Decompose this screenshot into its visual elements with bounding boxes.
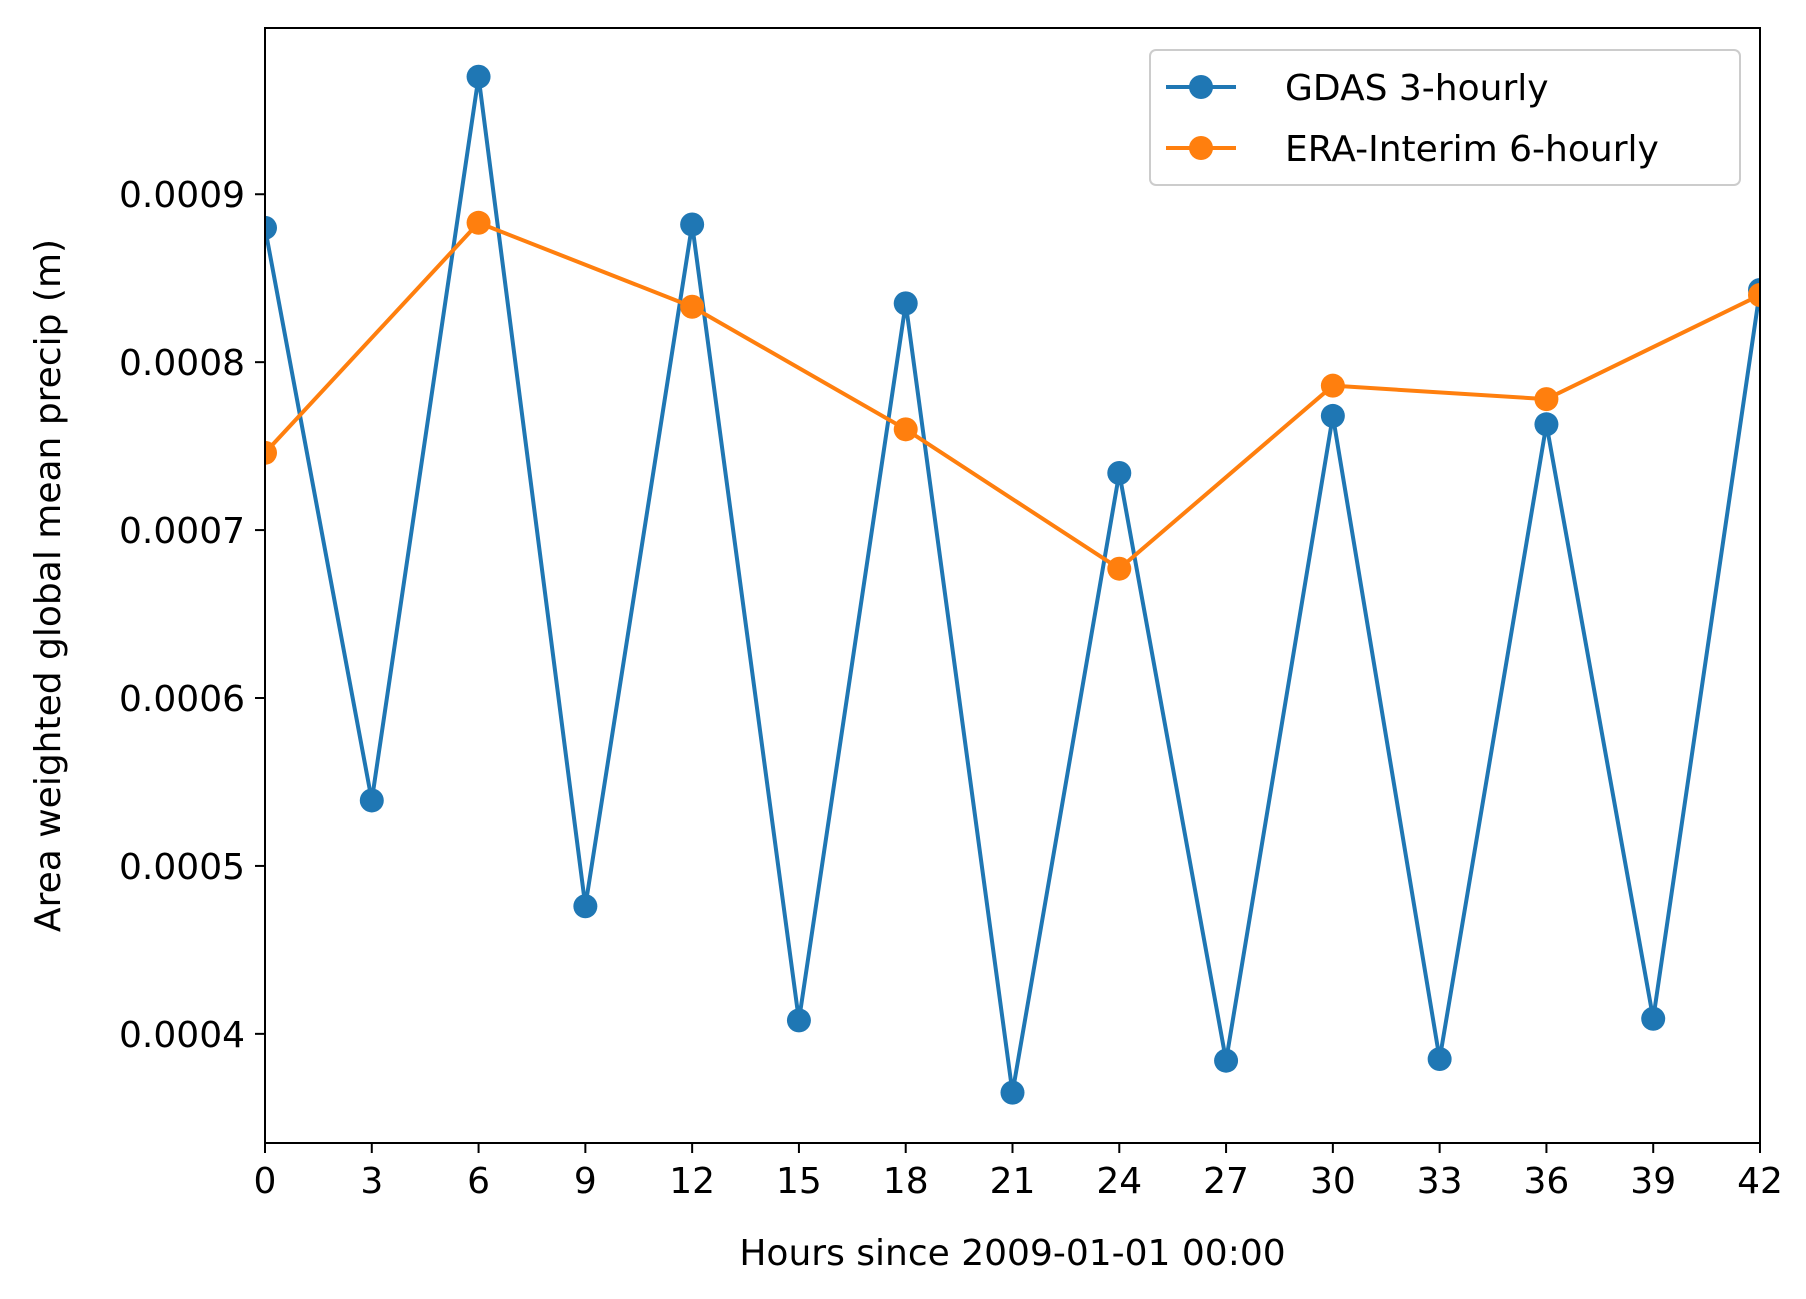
x-tick-label: 12 <box>669 1161 715 1202</box>
y-tick-label: 0.0009 <box>119 175 245 216</box>
legend-swatch-marker <box>1189 75 1213 99</box>
data-point <box>786 1008 811 1033</box>
x-tick-label: 21 <box>990 1161 1036 1202</box>
data-point <box>1320 373 1345 398</box>
legend-box <box>1149 49 1741 186</box>
legend-label-era-interim: ERA-Interim 6-hourly <box>1285 129 1659 170</box>
x-tick-label: 3 <box>360 1161 383 1202</box>
series-layer <box>265 64 1760 1105</box>
legend: GDAS 3-hourly ERA-Interim 6-hourly <box>1149 49 1741 186</box>
x-tick-label: 9 <box>574 1161 597 1202</box>
x-tick-label: 39 <box>1630 1161 1676 1202</box>
series-line <box>265 220 1760 571</box>
x-tick-label: 0 <box>254 1161 277 1202</box>
data-point <box>1000 1080 1025 1105</box>
x-tick-label: 33 <box>1417 1161 1463 1202</box>
y-tick-label: 0.0007 <box>119 511 245 552</box>
legend-entry-gdas: GDAS 3-hourly <box>1166 68 1549 109</box>
y-tick-label: 0.0008 <box>119 343 245 384</box>
data-point <box>1107 556 1132 581</box>
y-tick-label: 0.0004 <box>119 1015 245 1056</box>
data-point <box>466 210 491 235</box>
data-point <box>1427 1047 1452 1072</box>
data-point <box>573 894 598 919</box>
plot-area-frame <box>264 27 1761 1144</box>
data-point <box>1107 460 1132 485</box>
x-axis-ticks: 0 3 6 9 12 15 18 21 24 27 30 33 36 39 42 <box>254 1143 1783 1202</box>
data-point <box>1534 412 1559 437</box>
x-tick-label: 36 <box>1524 1161 1570 1202</box>
data-point <box>1320 403 1345 428</box>
data-point <box>1641 1006 1666 1031</box>
x-tick-label: 30 <box>1310 1161 1356 1202</box>
legend-entry-era-interim: ERA-Interim 6-hourly <box>1166 129 1659 170</box>
x-tick-label: 18 <box>883 1161 929 1202</box>
data-point <box>893 291 918 316</box>
data-point <box>893 417 918 442</box>
x-axis-label: Hours since 2009-01-01 00:00 <box>739 1233 1285 1274</box>
data-point <box>1214 1048 1239 1073</box>
data-point <box>680 212 705 237</box>
data-point <box>680 294 705 319</box>
x-tick-label: 42 <box>1737 1161 1783 1202</box>
legend-swatch-marker <box>1189 136 1213 160</box>
x-tick-label: 6 <box>467 1161 490 1202</box>
x-tick-label: 27 <box>1203 1161 1249 1202</box>
y-tick-label: 0.0005 <box>119 847 245 888</box>
data-point <box>1748 282 1760 307</box>
x-tick-label: 24 <box>1096 1161 1142 1202</box>
y-tick-label: 0.0006 <box>119 679 245 720</box>
series-1 <box>265 210 1760 581</box>
x-tick-label: 15 <box>776 1161 822 1202</box>
y-axis-label: Area weighted global mean precip (m) <box>28 239 69 932</box>
data-point <box>265 440 277 465</box>
legend-label-gdas: GDAS 3-hourly <box>1285 68 1549 109</box>
data-point <box>1534 387 1559 412</box>
data-point <box>466 64 491 89</box>
data-point <box>265 215 277 240</box>
data-point <box>359 788 384 813</box>
y-axis-ticks: 0.0004 0.0005 0.0006 0.0007 0.0008 0.0009 <box>119 175 265 1056</box>
